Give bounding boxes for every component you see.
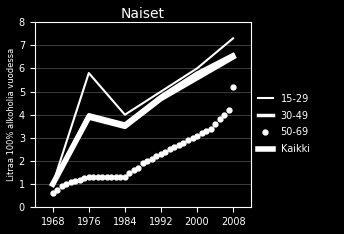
Y-axis label: Litraa 100% alkoholia vuodessa: Litraa 100% alkoholia vuodessa [7,48,16,181]
Legend: 15-29, 30-49, 50-69, Kaikki: 15-29, 30-49, 50-69, Kaikki [258,94,310,154]
Title: Naiset: Naiset [121,7,165,21]
